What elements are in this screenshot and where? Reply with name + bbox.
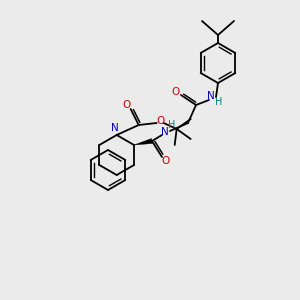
Text: H: H — [215, 97, 223, 107]
Text: N: N — [111, 123, 119, 133]
Text: O: O — [123, 100, 131, 110]
Text: H: H — [168, 120, 176, 130]
Text: O: O — [161, 156, 169, 166]
Text: N: N — [207, 91, 215, 101]
Text: O: O — [172, 87, 180, 97]
Polygon shape — [134, 139, 152, 145]
Text: O: O — [157, 116, 165, 126]
Text: N: N — [161, 127, 169, 137]
